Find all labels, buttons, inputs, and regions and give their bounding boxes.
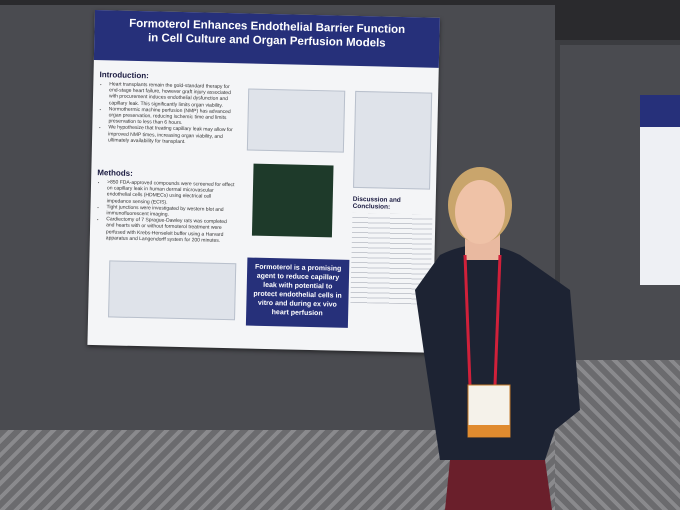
face [455, 180, 505, 244]
pants [445, 460, 552, 510]
bullet: We hypothesize that treating capillary l… [108, 125, 238, 147]
heading: Introduction: [99, 70, 149, 81]
person [415, 167, 580, 510]
bullet: Cardiectomy of 7 Sprague-Dawley rats was… [106, 217, 237, 245]
figure [246, 88, 346, 153]
methods: Methods: >850 FDA-approved compounds wer… [96, 168, 238, 244]
bullet: >850 FDA-approved compounds were screene… [107, 179, 238, 207]
figure-microscopy [251, 163, 334, 238]
heading: Methods: [97, 168, 133, 178]
lanyard [493, 254, 502, 386]
badge-strip [468, 425, 510, 437]
figure [108, 260, 237, 321]
lanyard [463, 254, 472, 386]
bullet-list: Heart transplants remain the gold-standa… [98, 81, 239, 146]
bullet: Heart transplants remain the gold-standa… [109, 81, 240, 109]
introduction: Introduction: Heart transplants remain t… [98, 70, 240, 146]
poster-title: Formoterol Enhances Endothelial Barrier … [93, 10, 440, 68]
conclusion-box: Formoterol is a promising agent to reduc… [245, 257, 350, 328]
bullet-list: >850 FDA-approved compounds were screene… [96, 179, 237, 244]
poster-right [640, 95, 680, 285]
